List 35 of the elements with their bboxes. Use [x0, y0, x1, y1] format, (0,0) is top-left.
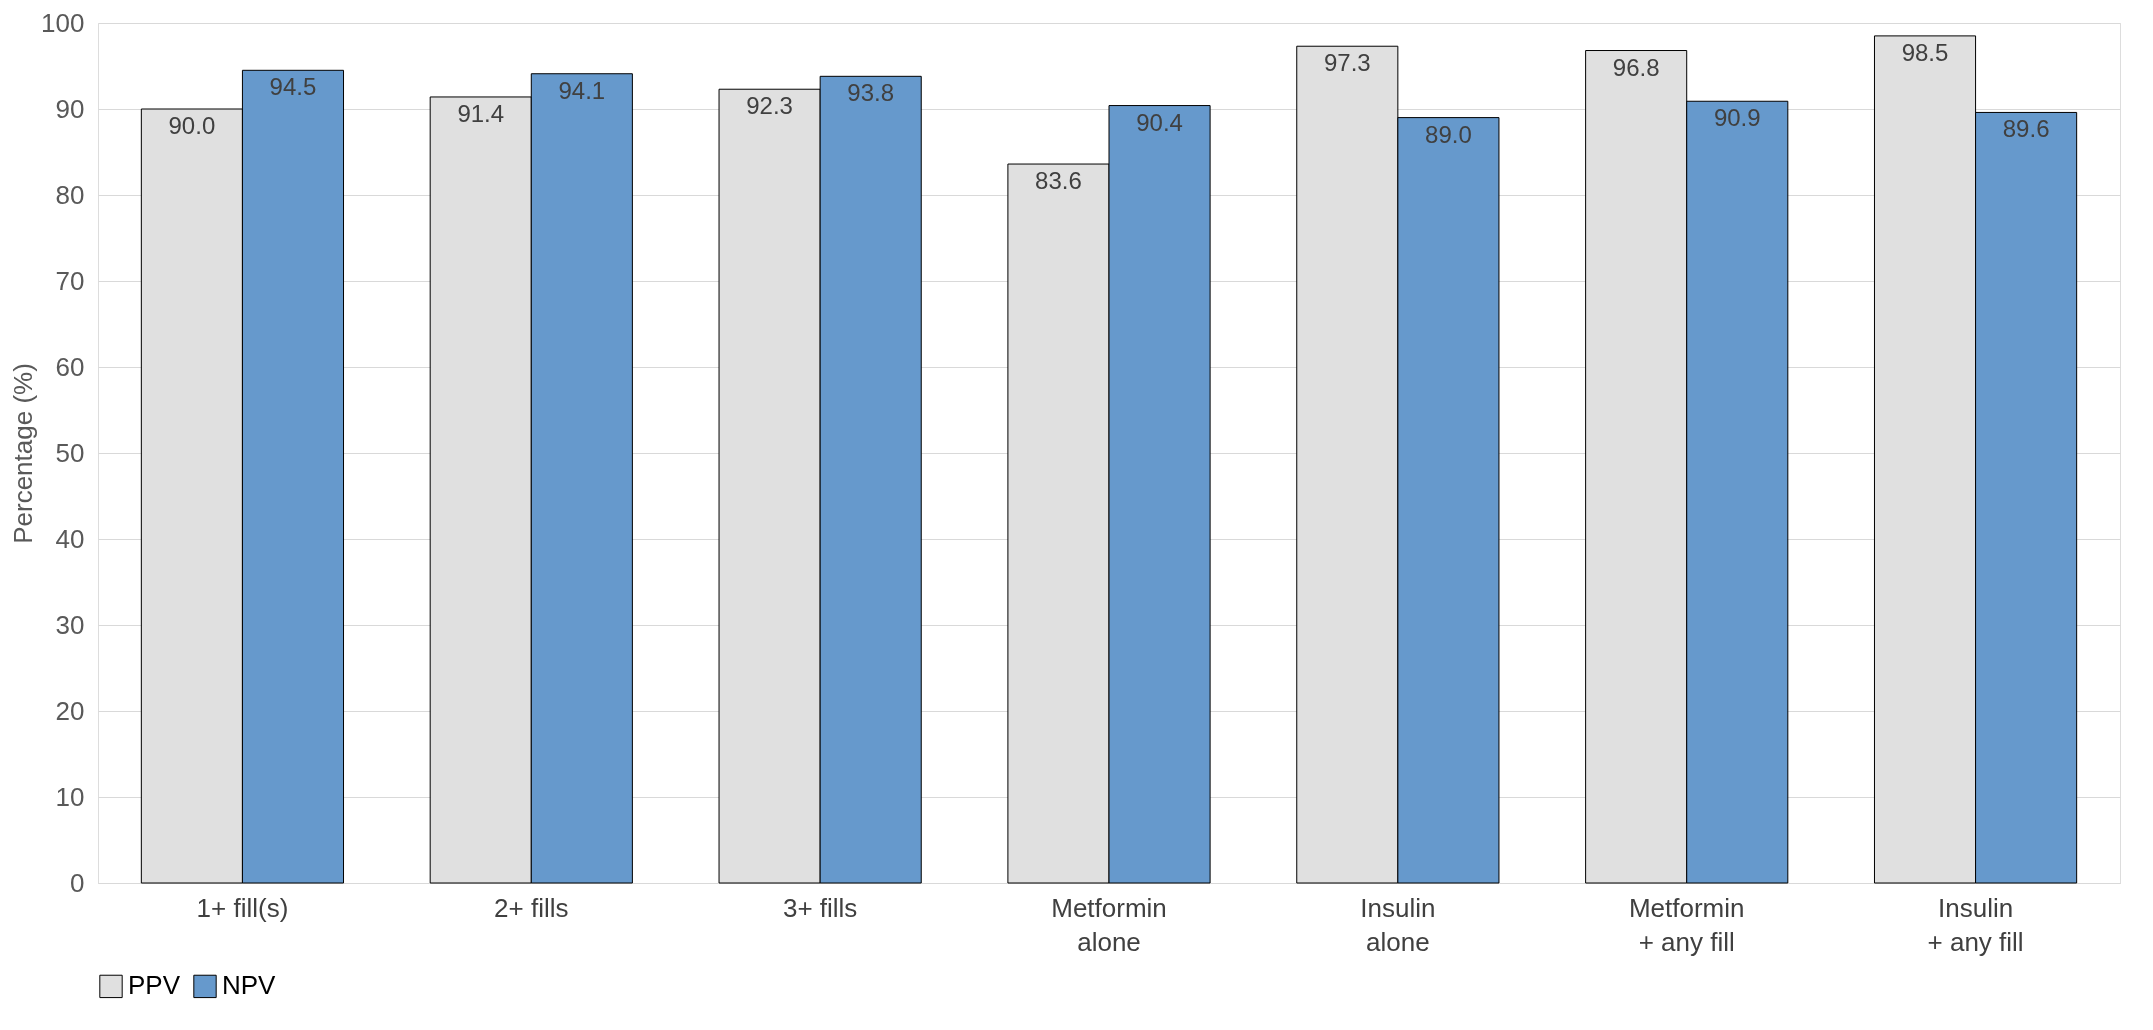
data-label: 96.8 — [1612, 53, 1660, 81]
data-label: 97.3 — [1323, 49, 1371, 77]
x-tick-label: Metformin alone — [1051, 892, 1167, 957]
y-tick-label: 40 — [55, 523, 85, 554]
y-tick-label: 30 — [55, 609, 85, 640]
y-tick-label: 60 — [55, 351, 85, 382]
legend-label: PPV — [128, 970, 181, 1001]
data-label: 94.5 — [269, 73, 317, 101]
data-label: 94.1 — [558, 76, 606, 104]
data-label: 90.9 — [1713, 104, 1761, 132]
x-tick-label: Insulin + any fill — [1927, 892, 2024, 957]
data-label: 90.0 — [168, 112, 216, 139]
y-tick-label: 50 — [55, 437, 85, 468]
data-label: 83.6 — [1035, 167, 1082, 195]
y-axis-title: Percentage (%) — [8, 363, 39, 544]
y-tick-label: 0 — [70, 867, 85, 898]
x-tick-label: 1+ fill(s) — [196, 892, 289, 923]
y-tick-label: 90 — [55, 93, 85, 124]
y-tick-label: 80 — [55, 179, 85, 210]
legend-label: NPV — [222, 970, 277, 1001]
data-label: 93.8 — [847, 79, 895, 107]
y-tick-label: 70 — [55, 265, 85, 296]
x-tick-label: Insulin alone — [1360, 892, 1436, 957]
x-tick-label: 3+ fills — [782, 892, 858, 923]
y-tick-label: 10 — [55, 781, 85, 812]
x-tick-label: 2+ fills — [494, 892, 569, 923]
y-tick-label: 100 — [41, 7, 85, 38]
data-label: 89.0 — [1425, 120, 1472, 148]
data-label: 92.3 — [746, 92, 793, 120]
y-tick-label: 20 — [55, 695, 85, 726]
data-label: 91.4 — [457, 99, 505, 127]
data-label: 90.4 — [1136, 108, 1183, 136]
data-label: 98.5 — [1901, 38, 1949, 66]
data-label: 89.6 — [2002, 115, 2050, 143]
x-tick-label: Metformin + any fill — [1628, 892, 1745, 957]
